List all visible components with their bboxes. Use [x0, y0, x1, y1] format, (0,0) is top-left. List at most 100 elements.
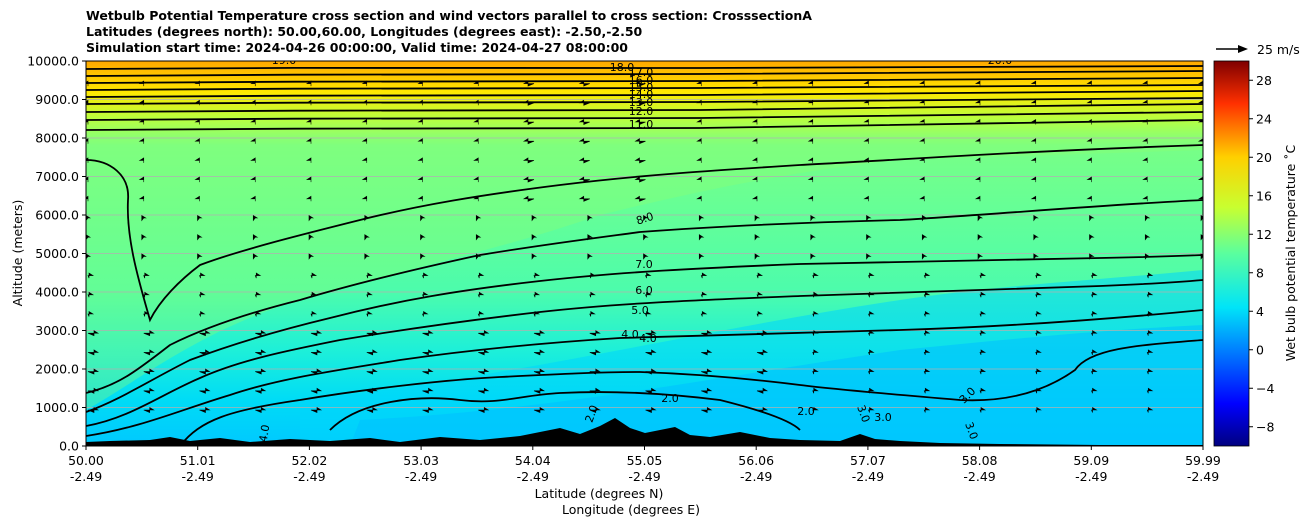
wind-arrow — [522, 138, 535, 145]
wind-arrow — [1030, 157, 1037, 163]
wind-arrow — [475, 234, 482, 241]
wind-arrow — [361, 80, 368, 87]
y-tick-label: 8000.0 — [35, 131, 79, 146]
wind-arrow — [1030, 176, 1037, 183]
colorbar-tick-label: 0 — [1256, 342, 1264, 357]
contour-label: 7.0 — [635, 258, 653, 271]
wind-arrow — [143, 272, 150, 279]
wind-arrow — [533, 368, 546, 375]
wind-arrow — [863, 176, 869, 183]
wind-arrow — [364, 214, 370, 222]
wind-arrow — [698, 253, 705, 260]
wind-arrow — [143, 406, 155, 413]
wind-arrow — [700, 291, 708, 298]
wind-arrow — [252, 253, 259, 260]
y-tick-label: 10000.0 — [27, 54, 79, 69]
wind-arrow — [974, 80, 981, 87]
wind-arrow — [138, 157, 145, 163]
wind-arrow — [533, 330, 546, 337]
x-axis-label: Latitude (degrees N) — [535, 486, 664, 501]
wind-arrow — [643, 234, 649, 241]
wind-arrow — [589, 406, 601, 413]
wind-arrow — [477, 291, 485, 298]
x-tick-label-lat: 57.07 — [850, 453, 886, 468]
wind-arrow — [1202, 390, 1203, 392]
wind-arrow — [868, 291, 875, 298]
wind-arrow — [1030, 195, 1037, 202]
wind-arrow — [701, 387, 713, 394]
wind-arrow — [1086, 118, 1092, 125]
wind-arrow — [194, 138, 200, 144]
wind-arrow — [756, 349, 769, 356]
wind-arrow — [473, 176, 479, 183]
wind-arrow — [974, 157, 981, 163]
wind-arrow — [643, 214, 649, 222]
x-tick-label-lat: 58.08 — [962, 453, 998, 468]
wind-arrow — [366, 387, 378, 394]
wind-arrow — [87, 310, 95, 317]
wind-arrow — [866, 214, 872, 222]
colorbar-tick-label: 4 — [1256, 304, 1264, 319]
wind-arrow — [578, 118, 590, 125]
x-tick-label-lat: 54.04 — [515, 453, 551, 468]
wind-arrow — [868, 387, 875, 394]
x-tick-label-lon: -2.49 — [70, 469, 102, 484]
wind-arrow — [1091, 349, 1098, 356]
contour-line — [86, 90, 1203, 98]
wind-arrow — [979, 406, 987, 413]
contour-label: 3.0 — [854, 403, 872, 424]
wind-arrow — [422, 330, 434, 337]
wind-arrow — [417, 176, 423, 183]
wind-arrow — [751, 80, 758, 87]
x-axis: 50.00-2.4951.01-2.4952.02-2.4953.03-2.49… — [68, 446, 1221, 484]
wind-arrow — [366, 310, 373, 317]
wind-arrow — [86, 253, 92, 260]
wind-arrow — [634, 99, 646, 106]
wind-arrow — [863, 138, 869, 144]
contour-label: 20.0 — [988, 54, 1013, 67]
wind-arrow — [810, 234, 816, 241]
wind-arrow — [812, 310, 819, 317]
wind-arrow — [417, 157, 423, 163]
contour-label: 19.0 — [272, 54, 297, 67]
wind-arrow — [87, 368, 100, 375]
wind-arrow — [422, 406, 434, 413]
wind-arrow — [422, 349, 434, 356]
wind-arrow — [305, 176, 312, 183]
colorbar-tick-label: 24 — [1256, 111, 1272, 126]
wind-arrow — [698, 214, 705, 222]
wind-arrow — [1035, 330, 1042, 336]
wind-arrow — [138, 195, 145, 202]
wind-arrow — [921, 214, 928, 222]
y-tick-label: 4000.0 — [35, 285, 79, 300]
wind-arrow — [919, 176, 925, 183]
wind-arrow — [87, 272, 95, 279]
wind-arrow — [578, 138, 590, 145]
wind-arrow — [810, 214, 816, 222]
x-tick-label-lon: -2.49 — [963, 469, 995, 484]
wind-arrow — [417, 195, 423, 202]
wind-arrow — [696, 176, 702, 183]
x-tick-label-lon: -2.49 — [1187, 469, 1219, 484]
wind-arrow — [634, 195, 646, 202]
wind-arrow — [977, 234, 984, 241]
colorbar-tick-label: −4 — [1256, 381, 1274, 396]
wind-arrow — [194, 118, 200, 125]
contour-line — [86, 199, 1203, 394]
wind-arrow — [919, 99, 925, 106]
wind-arrow — [305, 118, 312, 125]
wind-arrow — [1089, 234, 1095, 241]
wind-arrow — [923, 368, 931, 375]
wind-arrow — [700, 272, 708, 279]
wind-arrow — [366, 330, 378, 337]
wind-arrow — [974, 99, 981, 106]
wind-arrow — [422, 387, 434, 394]
wind-arrow — [919, 138, 925, 144]
contour-line — [86, 84, 1203, 91]
wind-arrow — [310, 368, 323, 375]
wind-arrow — [643, 253, 649, 260]
contour-label: 3.0 — [874, 411, 892, 424]
wind-arrow — [361, 157, 368, 163]
wind-arrow — [1089, 214, 1095, 222]
wind-arrow — [250, 138, 256, 144]
